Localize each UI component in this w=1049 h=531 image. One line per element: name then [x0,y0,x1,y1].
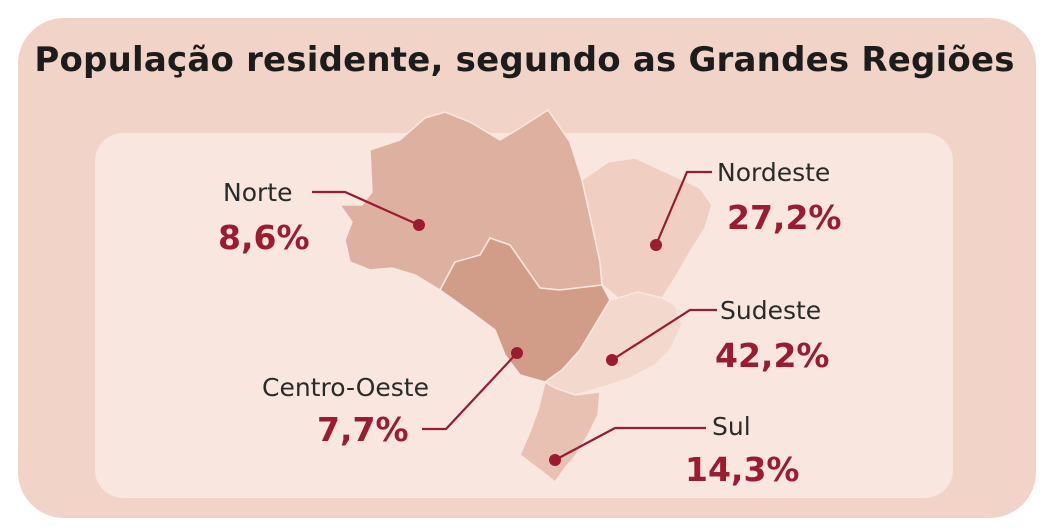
label-nordeste: Nordeste [717,158,831,187]
page-title: População residente, segundo as Grandes … [34,40,1015,80]
region-sudeste-shape [543,291,683,396]
label-sudeste: Sudeste [720,296,822,325]
leader-centro-oeste [422,352,518,431]
marker-nordeste [650,239,662,251]
marker-sul [549,454,561,466]
value-centro-oeste: 7,7% [317,410,409,449]
leader-sul [554,426,706,461]
region-markers [413,219,662,466]
region-nordeste-shape [581,157,713,299]
marker-norte [413,219,425,231]
value-norte: 8,6% [218,218,310,257]
marker-sudeste [606,354,618,366]
marker-centro-oeste [511,347,523,359]
value-sul: 14,3% [685,450,800,489]
leader-nordeste [654,170,712,246]
label-sul: Sul [712,412,751,441]
value-nordeste: 27,2% [727,198,842,237]
label-norte: Norte [223,178,293,207]
region-sul-shape [519,380,601,484]
label-centro-oeste: Centro-Oeste [262,373,429,402]
leader-lines [312,170,717,461]
value-sudeste: 42,2% [715,336,830,375]
leader-sudeste [611,308,717,361]
leader-norte [312,190,420,227]
